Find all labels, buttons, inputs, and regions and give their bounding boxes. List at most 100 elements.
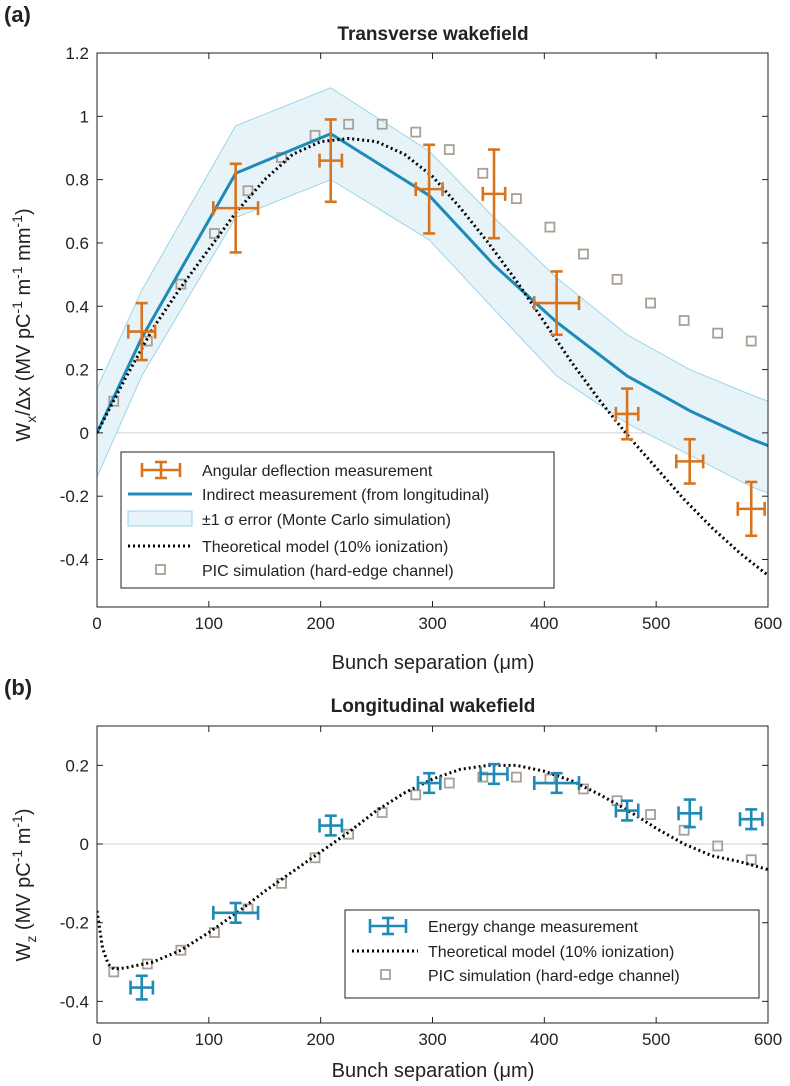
measurement-point-b xyxy=(614,799,640,822)
pic-point-a xyxy=(510,193,522,205)
pic-point-a xyxy=(410,126,422,138)
pic-point-a xyxy=(209,228,220,239)
measurement-point-a xyxy=(212,162,260,254)
measurement-point-b xyxy=(416,771,442,795)
measurement-point-b xyxy=(677,798,703,829)
x-tick-label-a: 200 xyxy=(306,614,334,633)
panel-label-b: (b) xyxy=(4,675,32,700)
y-tick-label-a: -0.2 xyxy=(60,487,89,506)
x-tick-label-b: 600 xyxy=(754,1030,782,1049)
y-tick-label-a: 0 xyxy=(80,424,89,443)
legend-marker-pic-b xyxy=(380,969,391,980)
pic-point-a xyxy=(376,118,388,130)
x-tick-label-a: 400 xyxy=(530,614,558,633)
y-axis-label-longitudinal: Wz (MV pC-1 m-1) xyxy=(9,808,39,961)
legend-marker-measurement-b xyxy=(368,916,408,936)
measurement-point-b xyxy=(129,974,155,1001)
theory-line-b xyxy=(97,763,768,971)
y-tick-label-a: 1.2 xyxy=(65,44,89,63)
plot-area-longitudinal: 0 100 200 300 400 500 600 -0.4 -0.2 0 0.2 xyxy=(60,725,782,1049)
measurement-point-a xyxy=(614,387,640,441)
pic-point-b xyxy=(477,771,489,783)
pic-point-a xyxy=(645,297,656,309)
pic-point-a xyxy=(175,278,187,290)
y-tick-label-a: 0.8 xyxy=(65,171,89,190)
x-tick-label-b: 200 xyxy=(306,1030,334,1049)
x-tick-label-a: 100 xyxy=(195,614,223,633)
y-tick-label-a: -0.4 xyxy=(60,551,89,570)
measurement-point-a xyxy=(318,118,344,204)
pic-point-a xyxy=(578,248,589,260)
legend-transverse: Angular deflection measurement Indirect … xyxy=(120,451,555,589)
y-tick-label-b: -0.2 xyxy=(60,914,89,933)
pic-point-a xyxy=(678,315,690,326)
indirect-line xyxy=(97,132,768,447)
chart-title-longitudinal: Longitudinal wakefield xyxy=(331,696,536,717)
legend-label-theory-a: Theoretical model (10% ionization) xyxy=(202,539,448,556)
pic-point-b xyxy=(175,944,187,956)
legend-marker-band xyxy=(127,510,193,527)
legend-label-measurement-b: Energy change measurement xyxy=(428,919,638,936)
y-tick-label-a: 0.4 xyxy=(65,297,89,316)
x-tick-label-a: 0 xyxy=(92,614,101,633)
legend-label-pic-a: PIC simulation (hard-edge channel) xyxy=(202,563,454,580)
panel-longitudinal: (b) Longitudinal wakefield 0 100 200 300 400… xyxy=(4,675,782,1082)
x-tick-label-a: 300 xyxy=(418,614,446,633)
measurement-point-a xyxy=(414,143,444,235)
y-tick-label-b: 0.2 xyxy=(65,756,89,775)
x-tick-label-b: 300 xyxy=(418,1030,446,1049)
legend-longitudinal: Energy change measurement Theoretical mo… xyxy=(344,909,760,999)
plot-area-transverse: 0 100 200 300 400 500 600 -0.4 -0.2 0 0.2 0.4 0.6 0.8… xyxy=(60,44,782,633)
pic-point-b xyxy=(376,807,388,818)
x-tick-label-a: 500 xyxy=(642,614,670,633)
measurement-point-a xyxy=(532,270,581,337)
x-tick-label-a: 600 xyxy=(754,614,782,633)
pic-point-a xyxy=(343,118,355,130)
legend-label-theory-b: Theoretical model (10% ionization) xyxy=(428,944,674,961)
pic-point-b xyxy=(443,777,455,789)
measurement-point-a xyxy=(736,480,766,538)
pic-point-a xyxy=(443,144,455,155)
pic-point-b xyxy=(343,828,355,840)
pic-point-b xyxy=(712,840,724,852)
pic-point-a xyxy=(242,185,254,197)
y-tick-label-b: -0.4 xyxy=(60,992,89,1011)
measurement-point-b xyxy=(532,771,581,795)
error-band-lower xyxy=(97,179,768,494)
y-axis-label-transverse: Wx/Δx (MV pC-1 m-1 mm-1) xyxy=(9,208,39,441)
pic-point-b xyxy=(410,789,422,801)
pic-point-b xyxy=(309,852,321,864)
theory-line-a xyxy=(97,136,768,577)
pic-point-a xyxy=(745,335,757,347)
measurement-point-a xyxy=(674,437,705,485)
legend-label-pic-b: PIC simulation (hard-edge channel) xyxy=(428,968,680,985)
measurement-point-b xyxy=(318,814,344,837)
x-tick-label-b: 500 xyxy=(642,1030,670,1049)
legend-marker-pic-a xyxy=(155,564,166,575)
panel-transverse: (a) Transverse wakefield 0 100 200 300 400 50… xyxy=(4,2,782,674)
measurement-point-b xyxy=(212,901,260,924)
error-band xyxy=(97,87,768,494)
y-tick-label-a: 0.6 xyxy=(65,234,89,253)
x-tick-label-b: 100 xyxy=(195,1030,223,1049)
measurement-point-b xyxy=(479,762,509,786)
legend-label-band: ±1 σ error (Monte Carlo simulation) xyxy=(202,512,451,529)
x-axis-label-longitudinal: Bunch separation (μm) xyxy=(332,1060,535,1082)
pic-point-b xyxy=(510,771,522,783)
pic-point-a xyxy=(477,167,489,179)
plot-content-b xyxy=(97,762,768,1001)
x-tick-label-b: 0 xyxy=(92,1030,101,1049)
measurement-point-a xyxy=(127,301,157,362)
pic-point-b xyxy=(745,854,757,866)
y-tick-label-a: 1 xyxy=(80,107,89,126)
x-axis-label-transverse: Bunch separation (μm) xyxy=(332,652,535,674)
measurement-point-a xyxy=(481,148,507,240)
plot-content-a xyxy=(97,87,768,577)
pic-point-a xyxy=(544,221,556,233)
legend-marker-measurement-a xyxy=(140,460,182,480)
y-tick-label-b: 0 xyxy=(80,835,89,854)
pic-point-a xyxy=(712,327,724,339)
measurement-point-b xyxy=(738,808,764,831)
panel-label-a: (a) xyxy=(4,2,31,27)
